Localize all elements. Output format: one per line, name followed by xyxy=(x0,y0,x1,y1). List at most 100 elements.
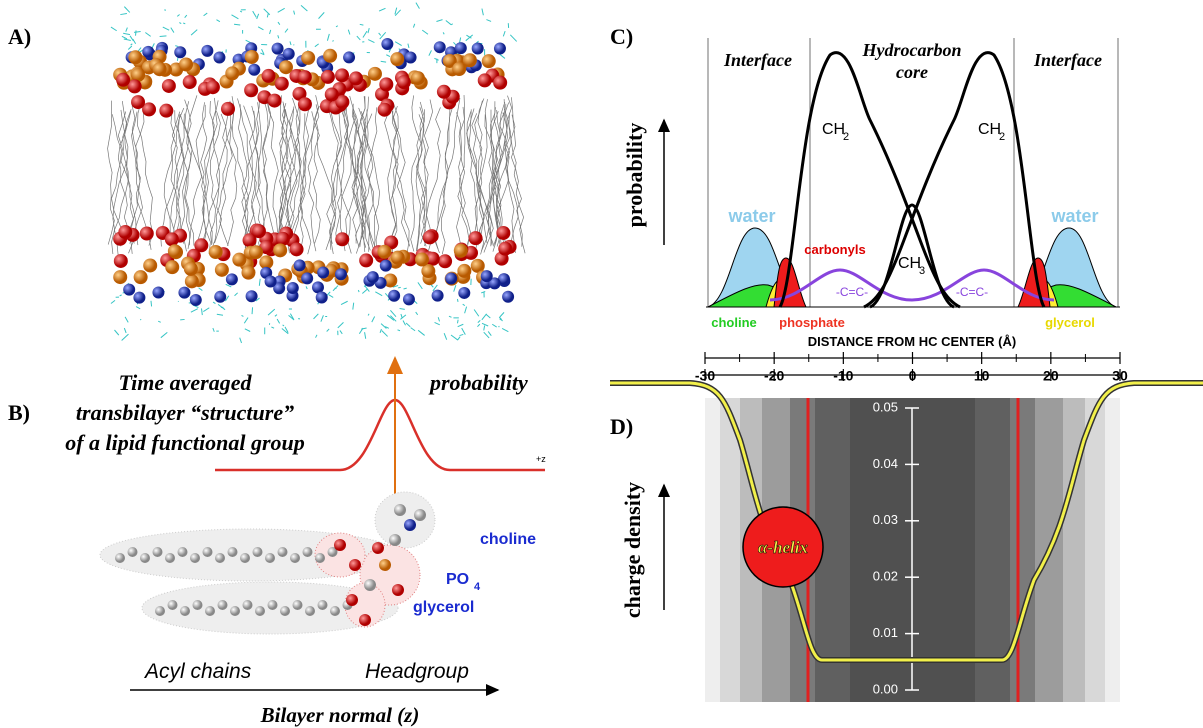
atom xyxy=(316,291,328,303)
choline-label: choline xyxy=(480,531,536,548)
atom xyxy=(452,62,466,76)
atom xyxy=(232,253,246,267)
atom xyxy=(275,77,289,91)
atom xyxy=(201,45,213,57)
atom xyxy=(178,287,190,299)
ch3-label: CH xyxy=(898,255,921,272)
atom xyxy=(165,232,179,246)
atom xyxy=(298,97,312,111)
water-strand xyxy=(457,299,458,302)
carbon xyxy=(205,606,215,616)
y-tick-label: 0.03 xyxy=(873,512,898,527)
atom xyxy=(268,94,282,108)
phosphate-label: phosphate xyxy=(779,315,845,330)
x-tick-label: 20 xyxy=(1043,368,1059,384)
carbon xyxy=(280,606,290,616)
atom xyxy=(469,231,483,245)
water-strand xyxy=(160,36,167,37)
water-strand xyxy=(457,320,458,324)
atom xyxy=(335,232,349,246)
atom xyxy=(379,559,391,571)
y-tick-label: 0.01 xyxy=(873,625,898,640)
b-title: Time averaged xyxy=(119,370,253,395)
atom xyxy=(496,226,510,240)
ch2-subscript: 2 xyxy=(999,131,1005,143)
atom xyxy=(206,80,220,94)
atom xyxy=(123,284,135,296)
carbon xyxy=(218,600,228,610)
water-strand xyxy=(136,30,137,35)
lipid-molecule xyxy=(100,492,435,634)
atom xyxy=(272,43,284,55)
atom xyxy=(298,70,312,84)
glycerol-label: glycerol xyxy=(1045,315,1095,330)
atom xyxy=(116,73,130,87)
carbon xyxy=(265,553,275,563)
cc-label: -C=C- xyxy=(836,285,868,299)
ch3-subscript: 3 xyxy=(919,265,925,277)
atom xyxy=(335,68,349,82)
b-title: of a lipid functional group xyxy=(65,430,305,455)
normal-label: Bilayer normal (z) xyxy=(260,703,420,727)
headgroup-label: Headgroup xyxy=(365,660,469,683)
atom xyxy=(246,290,258,302)
panel-label: A) xyxy=(8,24,31,49)
po4-label: PO xyxy=(446,571,469,588)
carbon xyxy=(255,606,265,616)
carbon xyxy=(165,553,175,563)
atom xyxy=(294,259,306,271)
atom xyxy=(213,52,225,64)
atom xyxy=(143,258,157,272)
atom xyxy=(214,291,226,303)
carbon xyxy=(318,600,328,610)
atom xyxy=(152,287,164,299)
carbon xyxy=(153,547,163,557)
ch2-label: CH xyxy=(822,121,845,138)
atom xyxy=(437,85,451,99)
atom xyxy=(301,51,315,65)
b-title: transbilayer “structure” xyxy=(76,400,294,425)
carbon xyxy=(293,600,303,610)
atom xyxy=(323,49,337,63)
carbon xyxy=(155,606,165,616)
b-probability: probability xyxy=(428,370,528,395)
water-strand xyxy=(252,307,253,314)
atom xyxy=(162,79,176,93)
carbon xyxy=(230,606,240,616)
atom xyxy=(131,95,145,109)
helix-label: α-helix xyxy=(758,538,809,557)
carbon xyxy=(178,547,188,557)
atom xyxy=(359,614,371,626)
atom xyxy=(183,75,197,89)
atom xyxy=(364,579,376,591)
water-label: water xyxy=(727,206,775,226)
atom xyxy=(290,242,304,256)
x-tick-label: 10 xyxy=(974,368,990,384)
atom xyxy=(463,53,477,67)
atom xyxy=(457,264,471,278)
atom xyxy=(334,539,346,551)
ch2-subscript: 2 xyxy=(843,131,849,143)
atom xyxy=(432,290,444,302)
atom xyxy=(482,54,496,68)
atom xyxy=(179,57,193,71)
atom xyxy=(153,62,167,76)
atom xyxy=(494,42,506,54)
atom xyxy=(388,290,400,302)
choline-label: choline xyxy=(711,315,757,330)
atom xyxy=(481,270,493,282)
atom xyxy=(248,64,260,76)
atom xyxy=(390,52,404,66)
x-tick-label: -10 xyxy=(833,368,853,384)
atom xyxy=(367,271,379,283)
atom xyxy=(445,272,457,284)
x-tick-label: -20 xyxy=(764,368,784,384)
ch2-label: CH xyxy=(978,121,1001,138)
atom xyxy=(346,594,358,606)
y-tick-label: 0.04 xyxy=(873,456,898,471)
x-tick-label: 30 xyxy=(1112,368,1128,384)
po4-subscript: 4 xyxy=(474,581,481,593)
atom xyxy=(215,263,229,277)
atom xyxy=(493,76,507,90)
atom xyxy=(379,77,393,91)
